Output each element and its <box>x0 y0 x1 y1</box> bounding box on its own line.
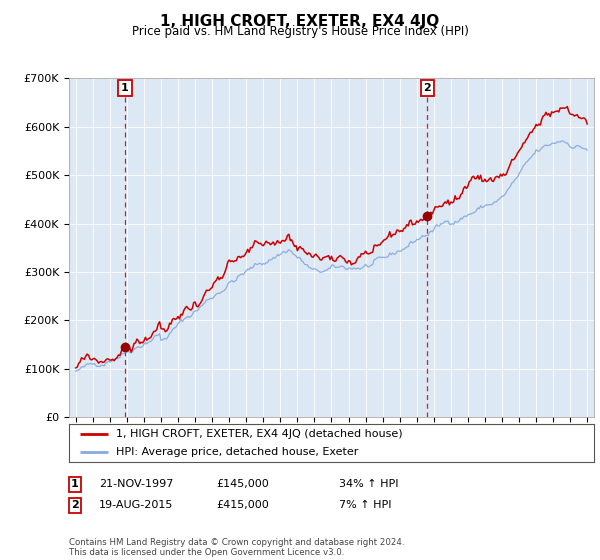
Text: £145,000: £145,000 <box>216 479 269 489</box>
Text: 1: 1 <box>121 83 129 93</box>
Text: 1, HIGH CROFT, EXETER, EX4 4JQ: 1, HIGH CROFT, EXETER, EX4 4JQ <box>160 14 440 29</box>
Text: 1, HIGH CROFT, EXETER, EX4 4JQ (detached house): 1, HIGH CROFT, EXETER, EX4 4JQ (detached… <box>116 429 403 439</box>
Text: Contains HM Land Registry data © Crown copyright and database right 2024.
This d: Contains HM Land Registry data © Crown c… <box>69 538 404 557</box>
Text: Price paid vs. HM Land Registry's House Price Index (HPI): Price paid vs. HM Land Registry's House … <box>131 25 469 38</box>
Text: 21-NOV-1997: 21-NOV-1997 <box>99 479 173 489</box>
Text: 1: 1 <box>71 479 79 489</box>
Text: 2: 2 <box>71 500 79 510</box>
Text: 34% ↑ HPI: 34% ↑ HPI <box>339 479 398 489</box>
Text: HPI: Average price, detached house, Exeter: HPI: Average price, detached house, Exet… <box>116 447 359 457</box>
Text: 19-AUG-2015: 19-AUG-2015 <box>99 500 173 510</box>
Text: £415,000: £415,000 <box>216 500 269 510</box>
Text: 2: 2 <box>424 83 431 93</box>
Text: 7% ↑ HPI: 7% ↑ HPI <box>339 500 391 510</box>
